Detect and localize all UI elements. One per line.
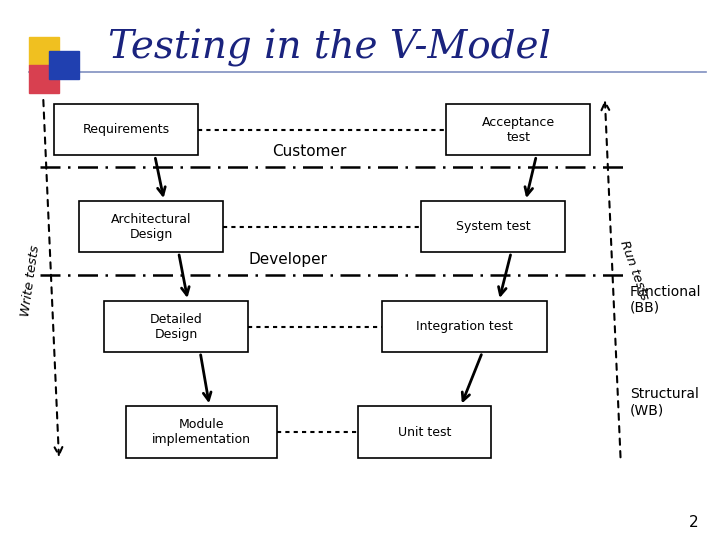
Text: Write tests: Write tests bbox=[19, 244, 42, 318]
Bar bbox=[358, 406, 491, 457]
Text: Unit test: Unit test bbox=[398, 426, 451, 438]
Text: Customer: Customer bbox=[272, 144, 347, 159]
Text: Run tests: Run tests bbox=[617, 238, 650, 302]
Bar bbox=[29, 37, 59, 65]
Bar bbox=[54, 104, 198, 156]
Bar bbox=[382, 301, 547, 352]
Text: Detailed
Design: Detailed Design bbox=[150, 313, 203, 341]
Text: 2: 2 bbox=[689, 515, 698, 530]
Bar bbox=[446, 104, 590, 156]
Bar bbox=[126, 406, 277, 457]
Text: System test: System test bbox=[456, 220, 531, 233]
Text: Architectural
Design: Architectural Design bbox=[111, 213, 192, 241]
Bar bbox=[421, 201, 565, 252]
Bar bbox=[29, 65, 59, 93]
Text: Functional
(BB): Functional (BB) bbox=[630, 285, 701, 315]
Text: Requirements: Requirements bbox=[82, 123, 170, 136]
Bar bbox=[79, 201, 223, 252]
Text: Developer: Developer bbox=[248, 252, 328, 267]
Text: Module
implementation: Module implementation bbox=[152, 418, 251, 446]
Text: Integration test: Integration test bbox=[416, 320, 513, 333]
Bar bbox=[104, 301, 248, 352]
Text: Structural
(WB): Structural (WB) bbox=[630, 387, 699, 417]
Bar bbox=[49, 51, 79, 79]
Text: Acceptance
test: Acceptance test bbox=[482, 116, 555, 144]
Text: Testing in the V-Model: Testing in the V-Model bbox=[108, 29, 551, 66]
